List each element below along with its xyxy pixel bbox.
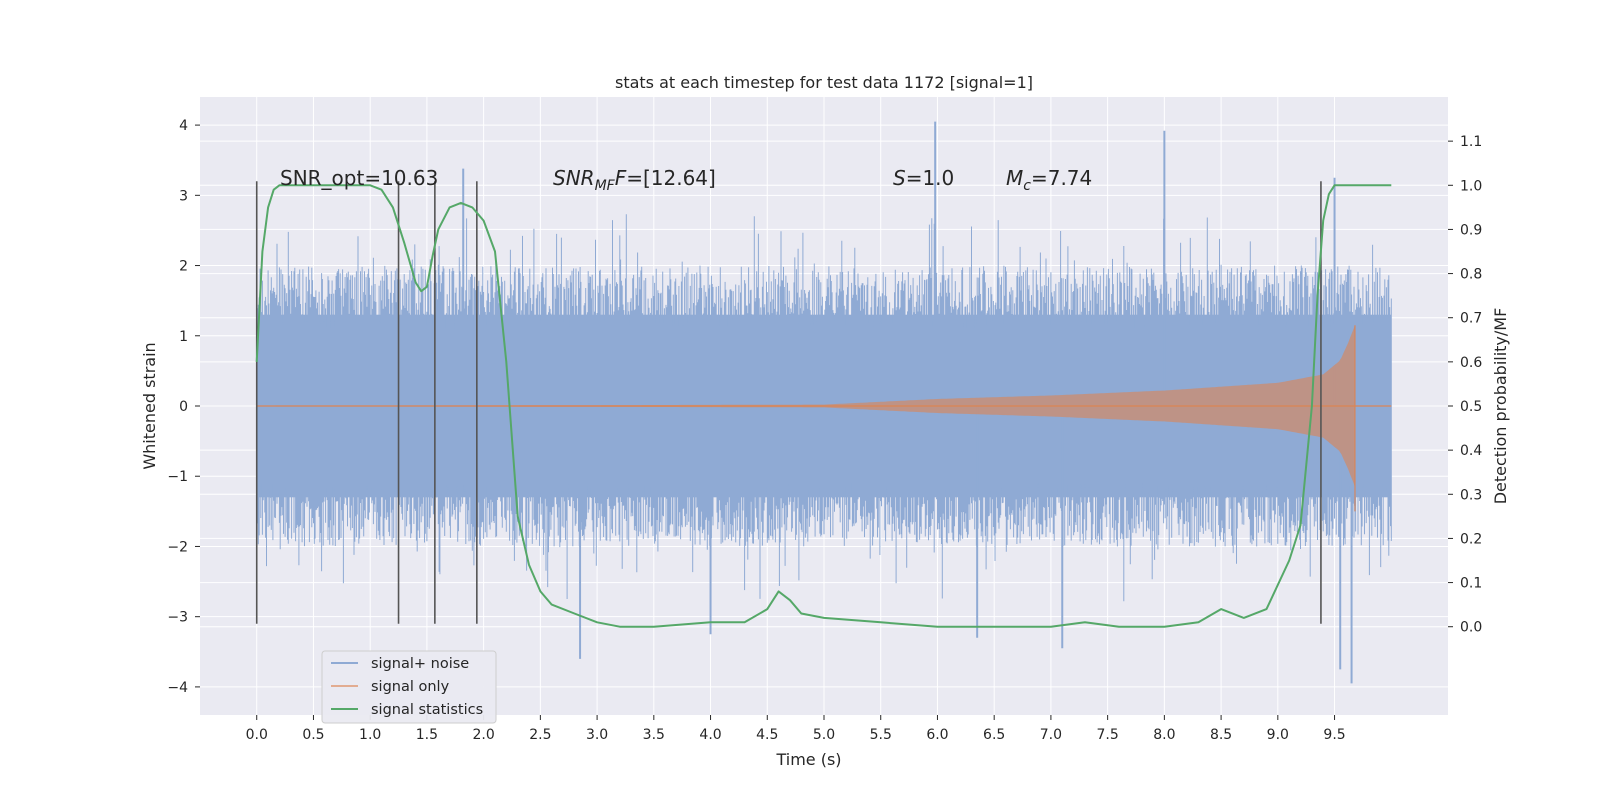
- y-right-tick-label-6: 0.5: [1460, 399, 1482, 415]
- annotation-snr-mf: SNRMFF=[12.64]: [553, 166, 716, 194]
- stat-series: [255, 184, 1392, 628]
- x-tick-label-11: 5.5: [870, 727, 892, 743]
- stat-line: [255, 184, 1392, 628]
- y-right-tick-label-0: 1.1: [1460, 134, 1482, 150]
- x-tick-label-12: 6.0: [926, 727, 948, 743]
- snr-mf-value: =[12.64]: [626, 166, 716, 190]
- snr-mf-sub: MF: [595, 178, 616, 194]
- x-tick-label-8: 4.0: [699, 727, 721, 743]
- x-tick-label-0: 0.0: [246, 727, 268, 743]
- y-right-tick-label-7: 0.4: [1460, 443, 1482, 459]
- x-axis-label: Time (s): [775, 750, 841, 769]
- y-right-tick-label-11: 0.0: [1460, 620, 1482, 636]
- x-tick-label-5: 2.5: [529, 727, 551, 743]
- y-right-tick-label-2: 0.9: [1460, 222, 1482, 238]
- x-tick-label-1: 0.5: [302, 727, 324, 743]
- x-tick-label-14: 7.0: [1040, 727, 1062, 743]
- vertical-lines: [255, 181, 1322, 624]
- legend-label-noise: signal+ noise: [371, 656, 469, 672]
- s-label: S: [893, 166, 906, 190]
- annotation-snr-opt: SNR_opt=10.63: [280, 166, 438, 190]
- y-left-tick-label-6: −2: [167, 539, 188, 555]
- x-tick-label-16: 8.0: [1153, 727, 1175, 743]
- signal-series: [256, 325, 1392, 512]
- y-left-tick-label-4: 0: [179, 399, 188, 415]
- x-tick-label-18: 9.0: [1267, 727, 1289, 743]
- y-left-tick-label-0: 4: [179, 118, 188, 134]
- legend-label-stat: signal statistics: [371, 702, 483, 718]
- y-left-tick-label-2: 2: [179, 259, 188, 275]
- y-axis-label-left: Whitened strain: [140, 342, 159, 469]
- legend-box: [321, 650, 497, 724]
- y-right-tick-label-1: 1.0: [1460, 178, 1482, 194]
- x-tick-label-10: 5.0: [813, 727, 835, 743]
- y-right-tick-label-5: 0.6: [1460, 355, 1482, 371]
- legend: signal+ noise signal only signal statist…: [321, 650, 497, 724]
- x-tick-label-3: 1.5: [416, 727, 438, 743]
- y-left-tick-label-1: 3: [179, 188, 188, 204]
- y-right-tick-label-3: 0.8: [1460, 267, 1482, 283]
- chart-title: stats at each timestep for test data 117…: [615, 73, 1033, 92]
- y-right-tick-label-4: 0.7: [1460, 311, 1482, 327]
- x-tick-label-9: 4.5: [756, 727, 778, 743]
- y-right-tick-label-9: 0.2: [1460, 531, 1482, 547]
- y-ticks-left: 4 3 2 1 0 −1 −2 −3 −4: [167, 118, 200, 696]
- x-tick-label-17: 8.5: [1210, 727, 1232, 743]
- y-left-tick-label-3: 1: [179, 329, 188, 345]
- x-tick-label-19: 9.5: [1323, 727, 1345, 743]
- x-tick-label-15: 7.5: [1097, 727, 1119, 743]
- y-right-tick-label-10: 0.1: [1460, 576, 1482, 592]
- x-tick-label-6: 3.0: [586, 727, 608, 743]
- x-ticks: 0.0 0.5 1.0 1.5 2.0 2.5 3.0 3.5 4.0 4.5 5.0 5.5 6.0 6…: [246, 715, 1346, 743]
- snr-mf-base: SNR: [553, 166, 595, 190]
- s-value: =1.0: [906, 166, 955, 190]
- annotation-s: S=1.0: [893, 166, 954, 190]
- x-tick-label-2: 1.0: [359, 727, 381, 743]
- y-left-tick-label-7: −3: [167, 610, 188, 626]
- mc-base: M: [1006, 166, 1023, 190]
- snr-mf-f: F: [615, 166, 627, 190]
- x-tick-label-4: 2.0: [473, 727, 495, 743]
- legend-label-signal: signal only: [371, 679, 450, 695]
- y-right-tick-label-8: 0.3: [1460, 487, 1482, 503]
- mc-sub: c: [1023, 178, 1031, 194]
- y-axis-label-right: Detection probability/MF: [1491, 308, 1510, 505]
- y-left-tick-label-8: −4: [167, 680, 188, 696]
- y-ticks-right: 1.1 1.0 0.9 0.8 0.7 0.6 0.5 0.4 0.3 0.2 0.1 0.0: [1448, 134, 1482, 636]
- annotation-mc: Mc=7.74: [1006, 166, 1092, 194]
- x-tick-label-7: 3.5: [643, 727, 665, 743]
- y-left-tick-label-5: −1: [167, 469, 188, 485]
- x-tick-label-13: 6.5: [983, 727, 1005, 743]
- mc-value: =7.74: [1031, 166, 1092, 190]
